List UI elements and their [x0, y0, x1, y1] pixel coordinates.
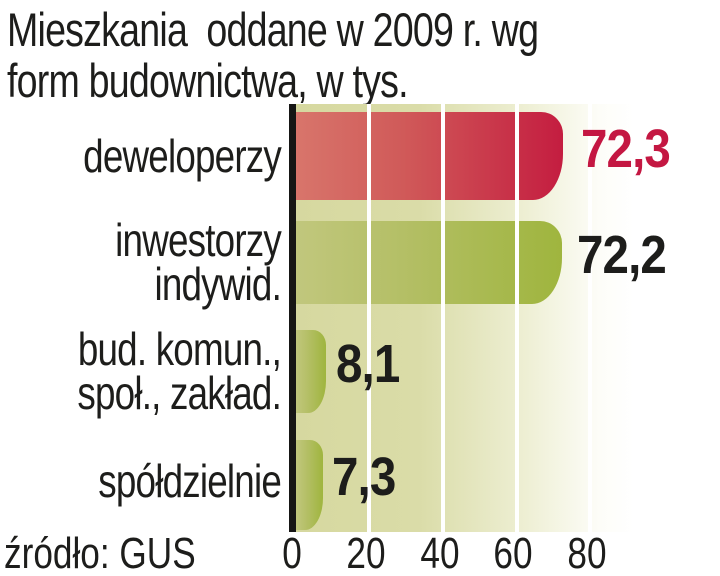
gridline-20 [367, 104, 371, 532]
category-label-line: indywid. [154, 258, 281, 310]
x-tick-40: 40 [420, 529, 460, 576]
chart-title-line2: form budownictwa, w tys. [7, 54, 409, 107]
category-label-inwestorzy-indywid: inwestorzy indywid. [56, 217, 282, 307]
category-label-deweloperzy: deweloperzy [56, 133, 282, 179]
gridline-80 [588, 104, 592, 532]
plot-area [289, 104, 720, 532]
x-tick-80: 80 [567, 529, 607, 576]
value-label-bud-komun-spol-zaklad: 8,1 [336, 334, 400, 394]
category-label-line: społ., zakład. [77, 367, 281, 419]
bar-spoldzielnie [296, 440, 323, 530]
gridline-40 [441, 104, 445, 532]
x-tick-60: 60 [493, 529, 533, 576]
bar-bud-komun-spol-zaklad [296, 330, 326, 413]
gridline-60 [515, 104, 519, 532]
chart-title-line1: Mieszkania oddane w 2009 r. wg [7, 3, 539, 56]
category-label-spoldzielnie: spółdzielnie [56, 458, 282, 504]
category-label-bud-komun-spol-zaklad: bud. komun., społ., zakład. [56, 326, 281, 416]
source-label: źródło: GUS [4, 529, 196, 576]
value-label-spoldzielnie: 7,3 [332, 447, 396, 507]
category-label-line: inwestorzy [115, 214, 282, 266]
x-tick-20: 20 [346, 529, 386, 576]
category-label-line: bud. komun., [77, 323, 282, 375]
y-axis-line [289, 104, 296, 532]
value-label-deweloperzy: 72,3 [581, 119, 671, 179]
chart-title: Mieszkania oddane w 2009 r. wg form budow… [7, 4, 695, 106]
bar-inwestorzy-indywid [296, 221, 562, 304]
x-tick-0: 0 [282, 529, 302, 576]
category-label-line: deweloperzy [83, 130, 282, 182]
bar-deweloperzy [296, 112, 563, 200]
value-label-inwestorzy-indywid: 72,2 [577, 225, 667, 285]
category-label-line: spółdzielnie [98, 455, 282, 507]
